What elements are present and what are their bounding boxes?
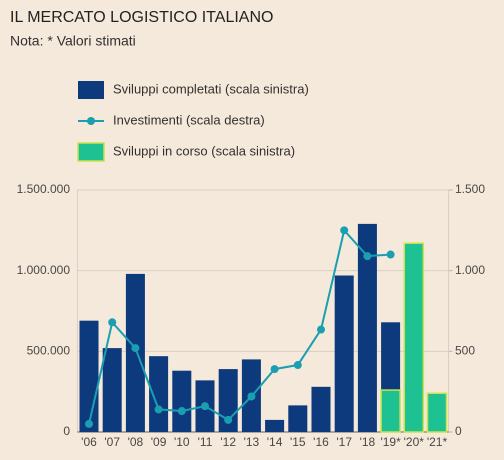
bar <box>334 275 354 432</box>
x-tick-label: '11 <box>198 435 213 449</box>
bar <box>125 273 145 432</box>
bar <box>149 356 169 432</box>
line <box>88 228 391 425</box>
bar <box>357 223 377 432</box>
y2-tick-label: 500 <box>455 344 475 358</box>
legend-swatch <box>78 81 104 99</box>
line-marker <box>270 365 279 374</box>
line-marker <box>224 415 233 424</box>
y2-tick-label: 0 <box>455 424 462 438</box>
x-tick-label: '12 <box>220 435 236 449</box>
line-marker <box>154 405 163 414</box>
bar <box>380 389 401 433</box>
x-tick-label: '17 <box>336 435 352 449</box>
bar <box>102 348 122 432</box>
x-tick-label: '10 <box>174 435 190 449</box>
bar <box>311 386 331 432</box>
line-marker <box>317 325 325 334</box>
x-tick-label: '13 <box>244 435 260 449</box>
legend-label: Sviluppi in corso (scala sinistra) <box>113 143 295 158</box>
y-tick-label: 0 <box>63 424 70 438</box>
line-marker <box>177 407 186 416</box>
line-marker <box>340 226 349 235</box>
y-tick-label: 500.000 <box>27 344 71 358</box>
x-tick-label: '09 <box>151 435 167 449</box>
x-tick-label: '06 <box>81 435 97 449</box>
bar <box>288 405 308 432</box>
x-tick-label: '16 <box>313 435 329 449</box>
legend-label: Sviluppi completati (scala sinistra) <box>113 81 309 96</box>
bar <box>265 419 285 432</box>
x-tick-label: '19* <box>380 435 401 449</box>
legend-label: Investimenti (scala destra) <box>113 112 265 127</box>
line-marker <box>201 402 209 411</box>
x-tick-label: '08 <box>128 435 144 449</box>
bar <box>79 320 99 432</box>
x-tick-label: '21* <box>427 435 448 449</box>
bar <box>426 392 448 433</box>
bar <box>172 370 192 432</box>
y2-tick-label: 1.500 <box>455 182 485 196</box>
chart-title: IL MERCATO LOGISTICO ITALIANO <box>10 9 273 26</box>
y-tick-label: 1.500.000 <box>17 182 71 196</box>
x-tick-label: '14 <box>267 435 283 449</box>
line-marker <box>293 361 302 370</box>
line-marker <box>363 252 372 261</box>
legend-marker <box>87 117 95 125</box>
line-marker <box>247 392 256 401</box>
x-tick-label: '07 <box>104 435 120 449</box>
x-tick-label: '15 <box>290 435 306 449</box>
x-tick-label: '20* <box>404 435 425 449</box>
line-marker <box>85 419 93 428</box>
line-marker <box>386 250 395 259</box>
chart-subtitle: Nota: * Valori stimati <box>10 33 136 49</box>
line-marker <box>108 318 117 327</box>
legend-swatch <box>77 142 105 162</box>
y2-tick-label: 1.000 <box>455 263 485 277</box>
x-tick-label: '18 <box>360 435 376 449</box>
bar <box>403 242 425 433</box>
y-tick-label: 1.000.000 <box>17 263 71 277</box>
line-marker <box>131 344 140 353</box>
